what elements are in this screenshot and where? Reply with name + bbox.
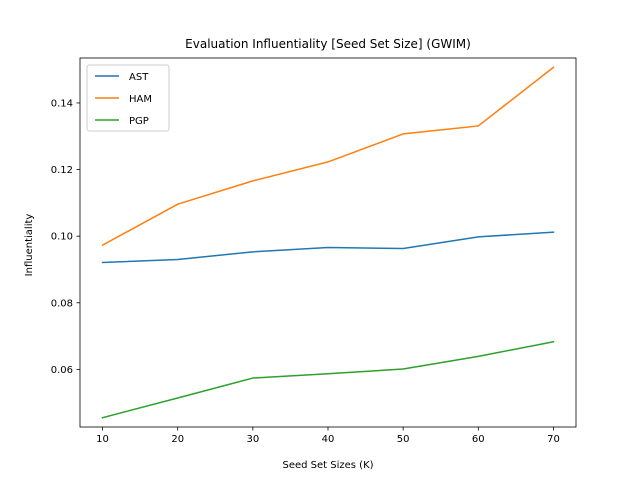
y-tick-label: 0.06	[51, 365, 73, 376]
x-tick-label: 70	[547, 434, 560, 445]
x-tick-label: 20	[171, 434, 184, 445]
chart-title: Evaluation Influentiality [Seed Set Size…	[185, 37, 471, 51]
x-tick-label: 10	[96, 434, 109, 445]
legend-label-pgp: PGP	[129, 116, 149, 127]
x-tick-label: 50	[397, 434, 410, 445]
legend-label-ham: HAM	[129, 94, 152, 105]
series-line-pgp	[101, 340, 555, 419]
y-tick-label: 0.10	[51, 232, 73, 243]
x-axis-label: Seed Set Sizes (K)	[282, 460, 373, 471]
series-line-ham	[101, 66, 555, 247]
legend-box	[86, 64, 170, 132]
y-axis-label: Influentiality	[24, 214, 35, 277]
y-tick-label: 0.08	[51, 298, 73, 309]
legend-label-ast: AST	[129, 72, 149, 83]
series-line-ast	[101, 231, 555, 264]
y-tick-label: 0.12	[51, 165, 73, 176]
x-tick-label: 60	[472, 434, 485, 445]
y-tick-label: 0.14	[51, 98, 73, 109]
x-tick-label: 30	[246, 434, 259, 445]
plot-area: 10 20 30 40 50 60 70 0.06 0.08 0.10 0.12 0.14 AST HAM…	[51, 57, 577, 445]
x-tick-label: 40	[322, 434, 335, 445]
